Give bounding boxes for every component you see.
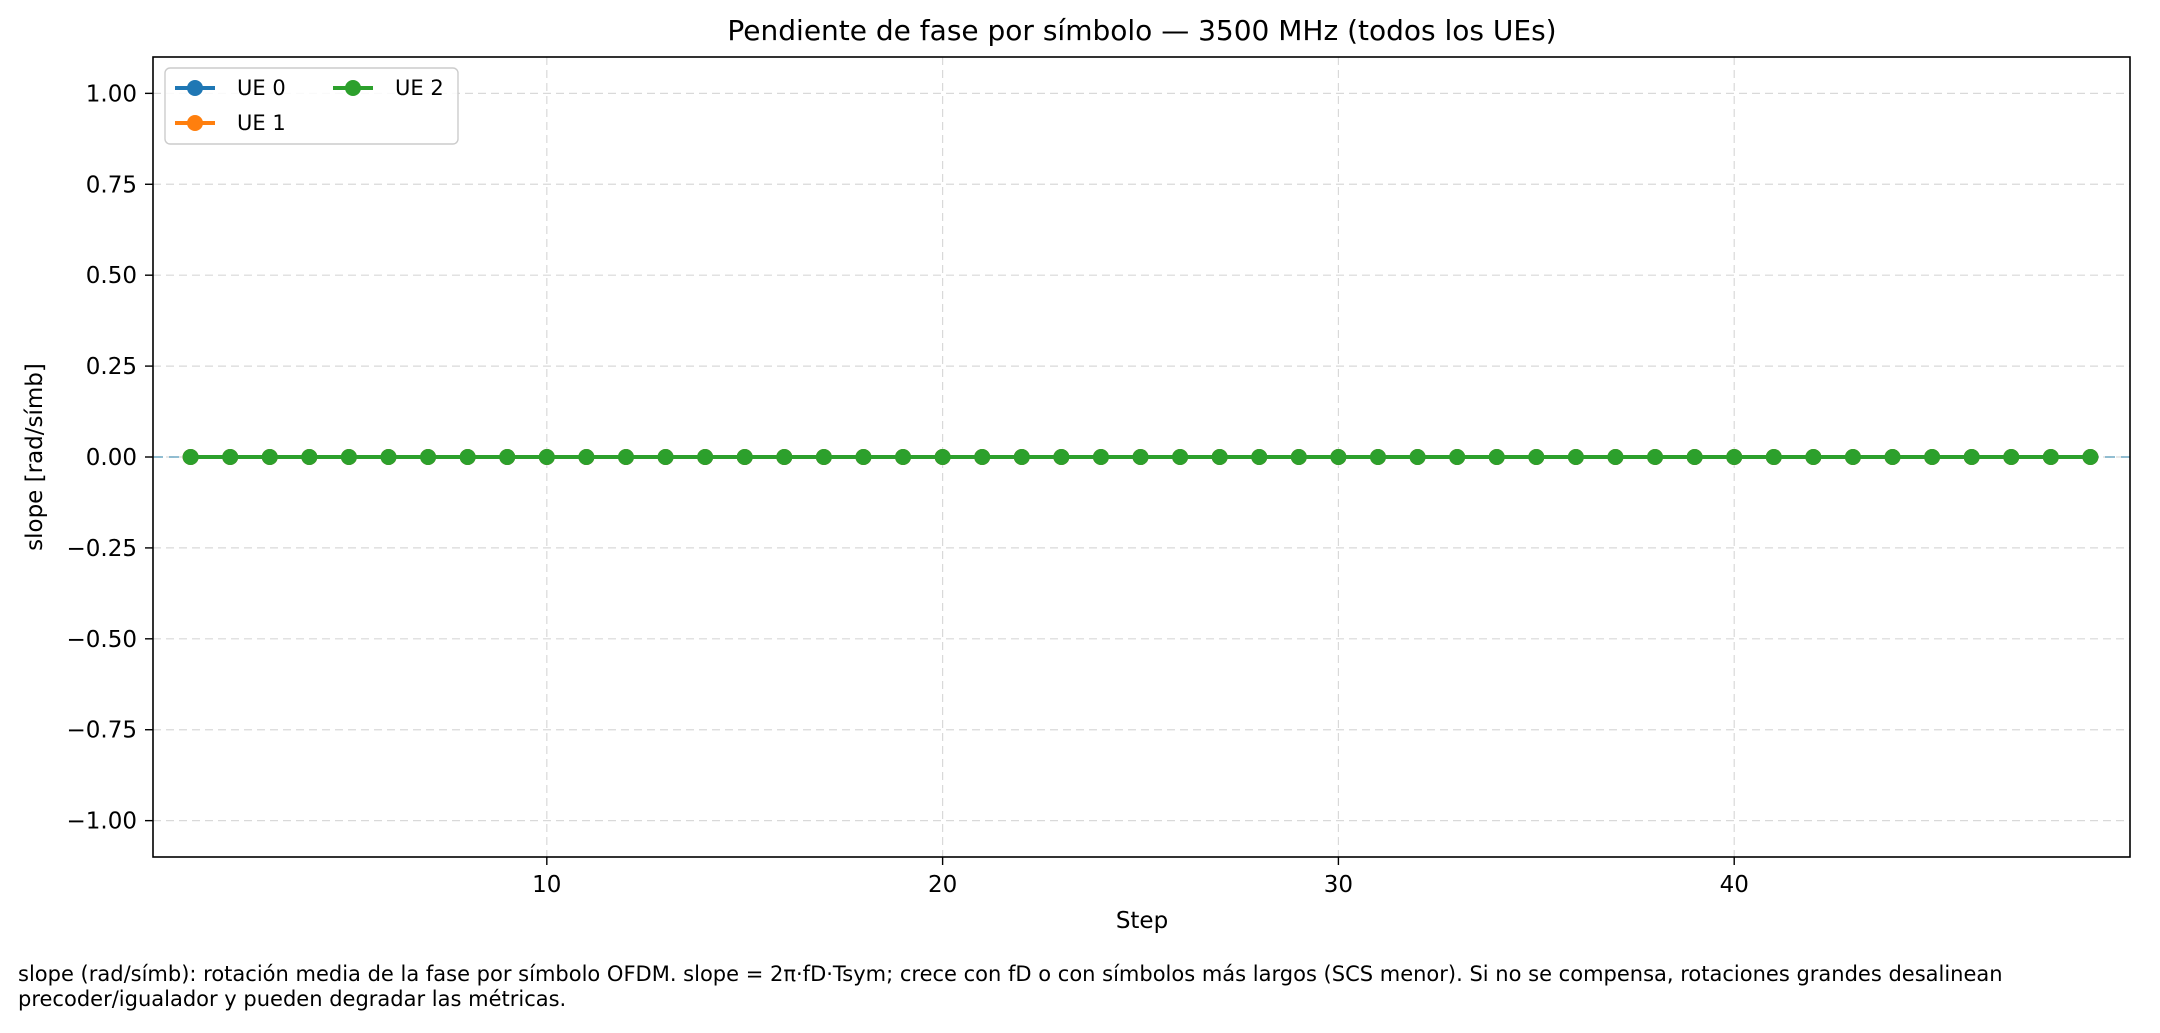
data-point — [1567, 449, 1584, 465]
data-point — [261, 449, 278, 465]
data-point — [736, 449, 753, 465]
legend-box — [164, 67, 459, 145]
x-tick-label: 40 — [1720, 872, 1749, 898]
y-axis-label: slope [rad/símb] — [22, 363, 48, 551]
data-point — [1449, 449, 1466, 465]
y-tick-label: −0.50 — [67, 627, 137, 653]
x-tick-label: 10 — [532, 872, 561, 898]
data-point — [617, 449, 634, 465]
data-point — [815, 449, 832, 465]
data-point — [1528, 449, 1545, 465]
data-point — [974, 449, 991, 465]
x-tick-label: 20 — [928, 872, 957, 898]
data-point — [1726, 449, 1743, 465]
data-point — [657, 449, 674, 465]
data-point — [1092, 449, 1109, 465]
legend-swatch-marker — [187, 115, 203, 131]
data-point — [697, 449, 714, 465]
y-tick-label: 1.00 — [86, 81, 137, 107]
legend-item: UE 1 — [175, 111, 286, 135]
y-axis: −1.00 −0.75 −0.50 −0.25 0.00 0.25 0.50 0.75 1.00 — [67, 81, 153, 835]
legend-item: UE 2 — [333, 76, 444, 100]
data-point — [222, 449, 239, 465]
data-point — [1132, 449, 1149, 465]
y-tick-label: 0.00 — [86, 445, 137, 471]
data-point — [1211, 449, 1228, 465]
data-point — [1330, 449, 1347, 465]
legend-swatch-marker — [187, 80, 203, 96]
x-axis: 10 20 30 40 — [532, 857, 1749, 898]
data-point — [1924, 449, 1941, 465]
data-point — [1172, 449, 1189, 465]
series-layer — [182, 449, 2099, 465]
data-point — [895, 449, 912, 465]
phase-slope-chart: Pendiente de fase por símbolo — 3500 MHz… — [22, 14, 2131, 934]
data-point — [1409, 449, 1426, 465]
data-point — [1251, 449, 1268, 465]
y-tick-label: −0.25 — [67, 536, 137, 562]
data-point — [934, 449, 951, 465]
data-point — [1686, 449, 1703, 465]
data-point — [1805, 449, 1822, 465]
y-tick-label: 0.75 — [86, 172, 137, 198]
legend: UE 0 UE 1 UE 2 — [164, 67, 459, 145]
data-point — [499, 449, 516, 465]
data-point — [420, 449, 437, 465]
data-point — [2003, 449, 2020, 465]
series-ue-2 — [182, 449, 2099, 465]
data-point — [855, 449, 872, 465]
data-point — [578, 449, 595, 465]
data-point — [1844, 449, 1861, 465]
data-point — [1290, 449, 1307, 465]
data-point — [1369, 449, 1386, 465]
data-point — [1647, 449, 1664, 465]
data-point — [182, 449, 199, 465]
data-point — [1765, 449, 1782, 465]
y-tick-label: −0.75 — [67, 718, 137, 744]
data-point — [301, 449, 318, 465]
legend-label: UE 0 — [237, 76, 286, 100]
data-point — [1884, 449, 1901, 465]
data-point — [1607, 449, 1624, 465]
data-point — [380, 449, 397, 465]
data-point — [1053, 449, 1070, 465]
data-point — [1488, 449, 1505, 465]
x-axis-label: Step — [1116, 908, 1168, 934]
y-tick-label: 0.50 — [86, 263, 137, 289]
data-point — [1963, 449, 1980, 465]
legend-swatch-marker — [345, 80, 361, 96]
caption: slope (rad/símb): rotación media de la f… — [18, 962, 2148, 1012]
legend-item: UE 0 — [175, 76, 286, 100]
data-point — [2082, 449, 2099, 465]
caption-line-2: precoder/igualador y pueden degradar las… — [18, 987, 567, 1011]
y-tick-label: 0.25 — [86, 354, 137, 380]
data-point — [776, 449, 793, 465]
legend-label: UE 2 — [395, 76, 444, 100]
caption-line-1: slope (rad/símb): rotación media de la f… — [18, 962, 2003, 986]
legend-label: UE 1 — [237, 111, 286, 135]
data-point — [538, 449, 555, 465]
data-point — [1013, 449, 1030, 465]
data-point — [459, 449, 476, 465]
chart-title: Pendiente de fase por símbolo — 3500 MHz… — [727, 14, 1556, 47]
x-tick-label: 30 — [1324, 872, 1353, 898]
data-point — [2042, 449, 2059, 465]
y-tick-label: −1.00 — [67, 809, 137, 835]
data-point — [340, 449, 357, 465]
